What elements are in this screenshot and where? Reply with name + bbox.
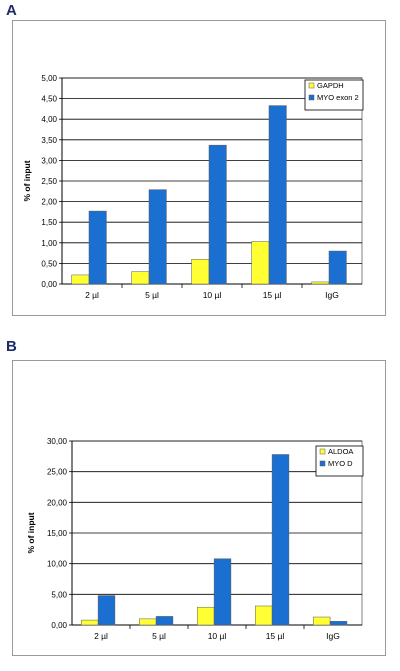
a-y-axis-label: % of input (22, 160, 32, 201)
b-legend-label: MYO D (328, 459, 353, 468)
a-x-tick-label: 10 µl (203, 290, 222, 300)
b-y-tick-label: 20,00 (47, 498, 68, 507)
b-legend-swatch (319, 460, 326, 467)
a-y-tick-label: 3,00 (41, 156, 57, 165)
b-bar-series1 (81, 619, 99, 626)
a-y-tick-label: 5,00 (41, 74, 57, 83)
a-legend-swatch (308, 94, 315, 101)
b-y-tick-label: 15,00 (47, 529, 68, 538)
a-x-tick-label: 2 µl (85, 290, 99, 300)
panel-b-letter: B (6, 338, 17, 355)
a-legend-box (304, 79, 364, 111)
b-bar-series1 (139, 618, 157, 626)
a-bar-series2 (268, 105, 287, 285)
b-x-tick-label: 15 µl (266, 631, 285, 641)
a-legend-label: GAPDH (317, 81, 344, 90)
panel-a-letter: A (6, 2, 17, 19)
b-bar-series2 (271, 454, 290, 626)
b-bar-series1 (197, 606, 215, 626)
a-bar-series2 (208, 144, 227, 285)
a-y-tick-label: 4,50 (41, 95, 57, 104)
b-x-tick-label: 2 µl (94, 631, 108, 641)
a-bar-series2 (148, 189, 167, 285)
b-bar-series2 (213, 558, 232, 626)
a-y-tick-label: 0,00 (41, 280, 57, 289)
b-legend-label: ALDOA (328, 447, 353, 456)
a-legend-swatch (308, 82, 315, 89)
a-y-tick-label: 3,50 (41, 136, 57, 145)
b-x-tick-label: 5 µl (152, 631, 166, 641)
a-legend-label: MYO exon 2 (317, 93, 359, 102)
b-bar-series2 (97, 595, 116, 626)
a-y-tick-label: 2,50 (41, 177, 57, 186)
b-bar-series1 (255, 605, 273, 626)
b-y-tick-label: 5,00 (51, 590, 67, 599)
b-y-tick-label: 30,00 (47, 437, 68, 446)
a-x-tick-label: 5 µl (145, 290, 159, 300)
a-y-tick-label: 1,00 (41, 239, 57, 248)
a-bar-series2 (328, 250, 347, 285)
a-x-tick-label: IgG (325, 290, 339, 300)
b-bar-series2 (155, 616, 174, 626)
b-x-tick-label: 10 µl (208, 631, 227, 641)
b-y-tick-label: 10,00 (47, 560, 68, 569)
b-bar-series1 (313, 616, 331, 626)
b-y-tick-label: 0,00 (51, 621, 67, 630)
b-x-tick-label: IgG (326, 631, 340, 641)
b-y-tick-label: 25,00 (47, 468, 68, 477)
b-bar-series2 (329, 621, 348, 626)
a-y-tick-label: 0,50 (41, 259, 57, 268)
a-y-tick-label: 4,00 (41, 115, 57, 124)
a-x-tick-label: 15 µl (263, 290, 282, 300)
a-bar-series2 (88, 210, 107, 285)
a-y-tick-label: 1,50 (41, 218, 57, 227)
b-legend-swatch (319, 448, 326, 455)
b-y-axis-label: % of input (26, 512, 36, 553)
a-y-tick-label: 2,00 (41, 198, 57, 207)
